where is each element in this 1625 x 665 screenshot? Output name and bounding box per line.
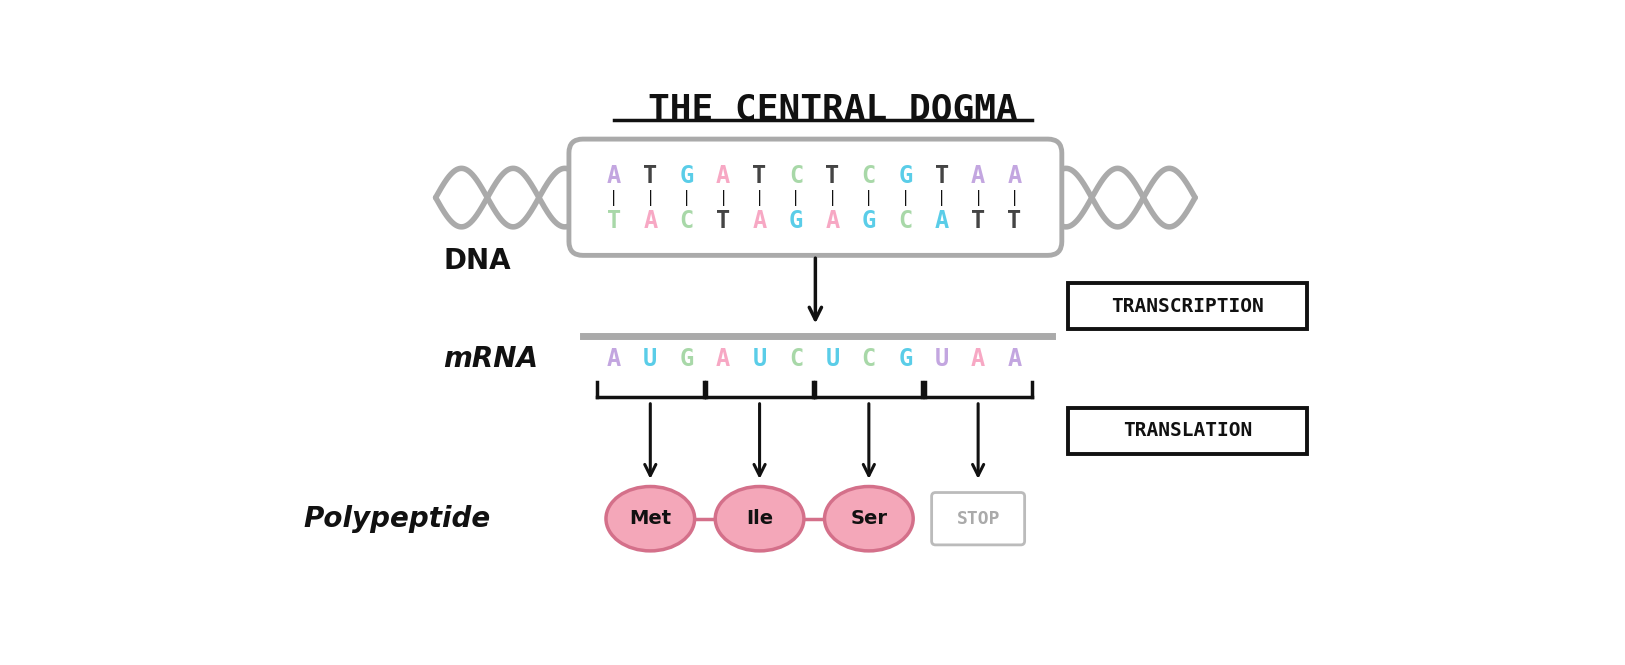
Text: T: T bbox=[717, 209, 730, 233]
Text: T: T bbox=[826, 164, 840, 188]
Text: U: U bbox=[752, 347, 767, 371]
Text: mRNA: mRNA bbox=[444, 345, 538, 373]
Text: Met: Met bbox=[629, 509, 671, 528]
Text: A: A bbox=[606, 347, 621, 371]
Text: T: T bbox=[644, 164, 658, 188]
Text: A: A bbox=[1008, 347, 1022, 371]
FancyBboxPatch shape bbox=[1068, 283, 1306, 329]
Text: C: C bbox=[899, 209, 912, 233]
Text: |: | bbox=[938, 190, 946, 206]
Text: DNA: DNA bbox=[444, 247, 510, 275]
Text: A: A bbox=[717, 347, 730, 371]
Text: G: G bbox=[788, 209, 803, 233]
Text: A: A bbox=[972, 164, 985, 188]
Text: Polypeptide: Polypeptide bbox=[304, 505, 491, 533]
Text: C: C bbox=[679, 209, 694, 233]
Text: |: | bbox=[827, 190, 837, 206]
Text: G: G bbox=[899, 164, 912, 188]
Text: A: A bbox=[1008, 164, 1022, 188]
Text: |: | bbox=[900, 190, 910, 206]
FancyBboxPatch shape bbox=[569, 139, 1061, 255]
Text: U: U bbox=[934, 347, 949, 371]
Text: Ser: Ser bbox=[850, 509, 887, 528]
Text: STOP: STOP bbox=[957, 509, 999, 528]
Text: Ile: Ile bbox=[746, 509, 773, 528]
FancyBboxPatch shape bbox=[931, 493, 1025, 545]
Text: |: | bbox=[1011, 190, 1019, 206]
Text: THE CENTRAL DOGMA: THE CENTRAL DOGMA bbox=[647, 92, 1017, 126]
Text: A: A bbox=[934, 209, 949, 233]
Text: A: A bbox=[717, 164, 730, 188]
Text: T: T bbox=[972, 209, 985, 233]
Text: |: | bbox=[682, 190, 691, 206]
Text: C: C bbox=[788, 347, 803, 371]
Text: A: A bbox=[826, 209, 840, 233]
Text: A: A bbox=[606, 164, 621, 188]
Text: C: C bbox=[788, 164, 803, 188]
Text: A: A bbox=[752, 209, 767, 233]
Text: |: | bbox=[973, 190, 983, 206]
Text: G: G bbox=[899, 347, 912, 371]
Text: T: T bbox=[1008, 209, 1022, 233]
Text: TRANSLATION: TRANSLATION bbox=[1123, 422, 1251, 440]
Text: |: | bbox=[791, 190, 801, 206]
Text: G: G bbox=[679, 347, 694, 371]
Text: G: G bbox=[679, 164, 694, 188]
FancyBboxPatch shape bbox=[1068, 408, 1306, 454]
Text: |: | bbox=[645, 190, 655, 206]
Text: U: U bbox=[644, 347, 658, 371]
Text: |: | bbox=[718, 190, 728, 206]
Text: C: C bbox=[861, 347, 876, 371]
Text: T: T bbox=[934, 164, 949, 188]
Text: A: A bbox=[972, 347, 985, 371]
Text: TRANSCRIPTION: TRANSCRIPTION bbox=[1112, 297, 1264, 316]
Text: T: T bbox=[752, 164, 767, 188]
Ellipse shape bbox=[824, 487, 913, 551]
Text: |: | bbox=[609, 190, 619, 206]
Text: U: U bbox=[826, 347, 840, 371]
Text: T: T bbox=[606, 209, 621, 233]
Text: |: | bbox=[756, 190, 764, 206]
Ellipse shape bbox=[715, 487, 804, 551]
Ellipse shape bbox=[606, 487, 694, 551]
Text: A: A bbox=[644, 209, 658, 233]
Text: C: C bbox=[861, 164, 876, 188]
Text: |: | bbox=[864, 190, 873, 206]
Text: G: G bbox=[861, 209, 876, 233]
